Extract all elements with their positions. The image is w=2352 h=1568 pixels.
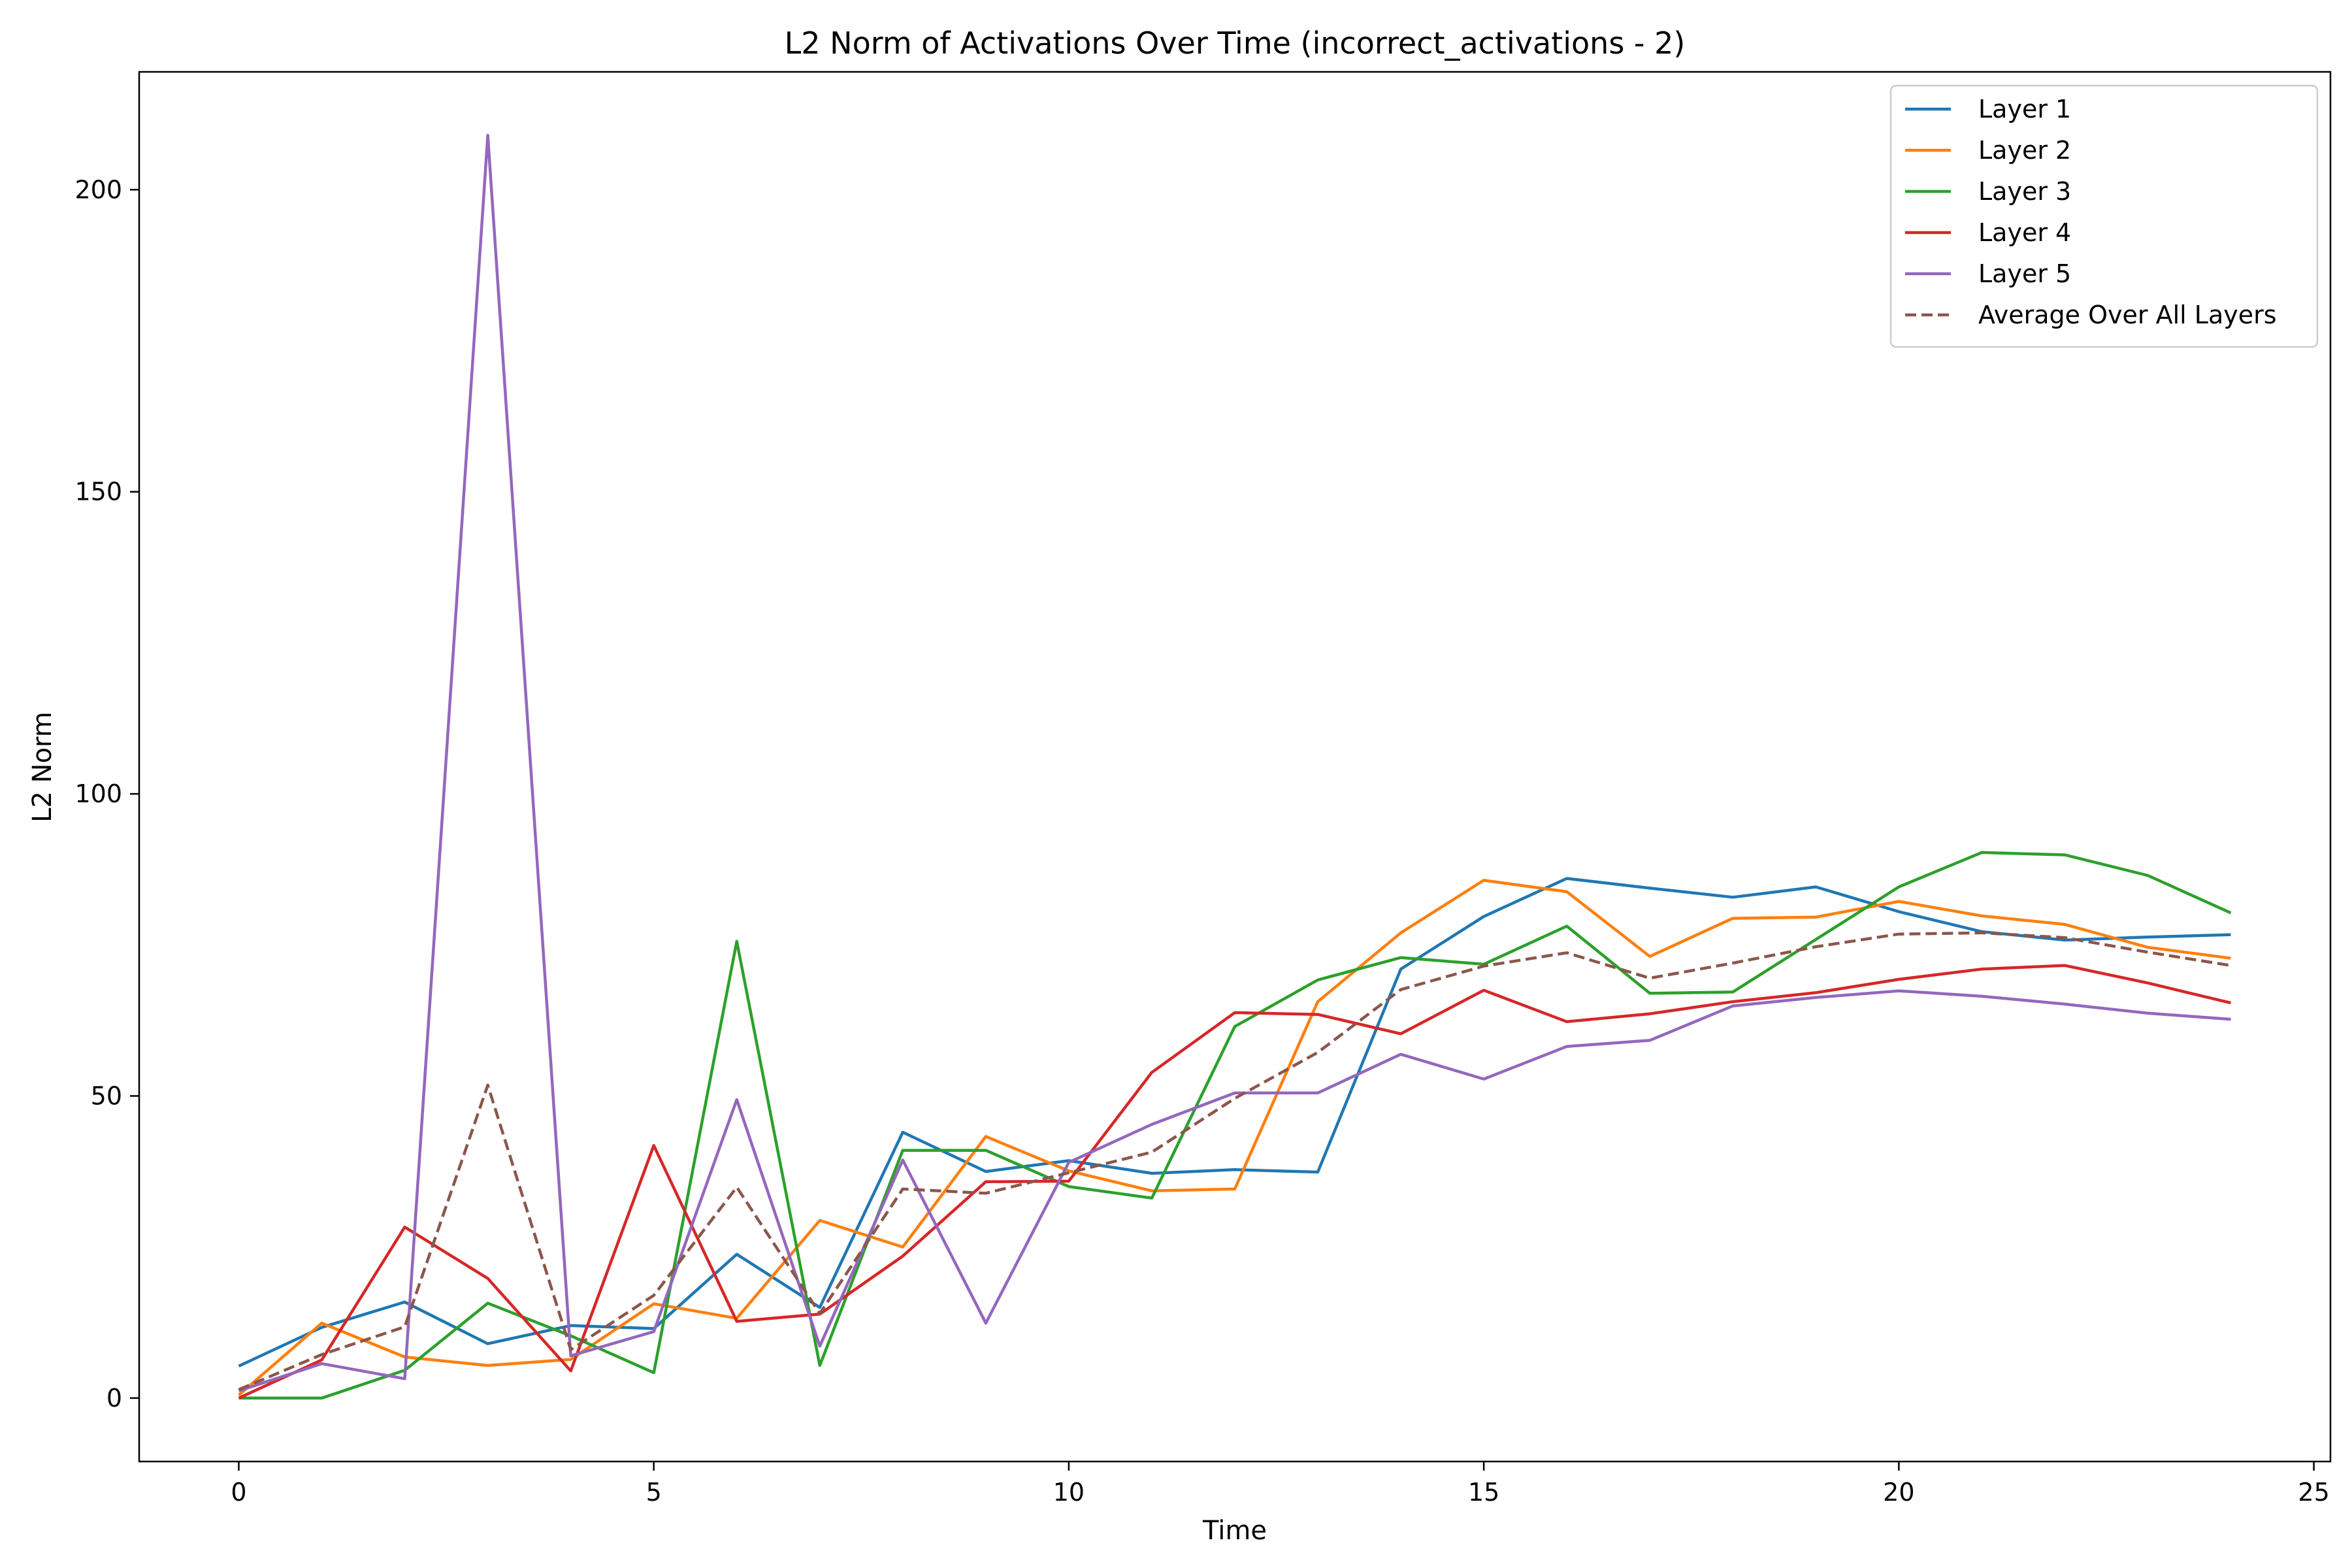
series-line-2 — [238, 879, 2231, 1397]
legend-label: Layer 4 — [1978, 218, 2071, 247]
series-line-6 — [238, 931, 2231, 1392]
x-tick-label: 20 — [1883, 1478, 1914, 1507]
legend-label: Average Over All Layers — [1978, 301, 2277, 329]
legend-label: Layer 2 — [1978, 136, 2071, 165]
x-axis-label: Time — [1202, 1516, 1267, 1546]
y-tick-label: 50 — [91, 1082, 122, 1111]
x-tick-label: 10 — [1053, 1478, 1085, 1507]
y-tick-label: 150 — [74, 478, 122, 506]
series-line-1 — [238, 877, 2231, 1367]
legend: Layer 1 Layer 2 Layer 3 Layer 4 Layer 5 Avera… — [1889, 84, 2319, 348]
y-axis-ticks: 0 50 100 150 200 — [74, 175, 139, 1413]
y-axis-label: L2 Norm — [27, 711, 57, 823]
x-tick-label: 5 — [646, 1478, 662, 1507]
axes-frame — [138, 71, 2332, 1463]
legend-label: Layer 1 — [1978, 95, 2071, 123]
chart-title: L2 Norm of Activations Over Time (incorr… — [785, 25, 1686, 61]
x-tick-label: 25 — [2298, 1478, 2329, 1507]
x-tick-label: 15 — [1468, 1478, 1499, 1507]
legend-box — [1889, 84, 2319, 348]
x-tick-label: 0 — [231, 1478, 246, 1507]
series-line-4 — [238, 964, 2232, 1399]
series-line-5 — [238, 133, 2231, 1392]
series-group — [238, 133, 2232, 1400]
y-tick-label: 200 — [74, 175, 122, 204]
legend-label: Layer 5 — [1978, 259, 2071, 288]
legend-label: Layer 3 — [1978, 177, 2071, 206]
y-tick-label: 100 — [74, 779, 122, 808]
y-tick-label: 0 — [106, 1384, 122, 1413]
x-axis-ticks: 0 5 10 15 20 25 — [231, 1462, 2330, 1507]
plot-area — [138, 71, 2332, 1463]
